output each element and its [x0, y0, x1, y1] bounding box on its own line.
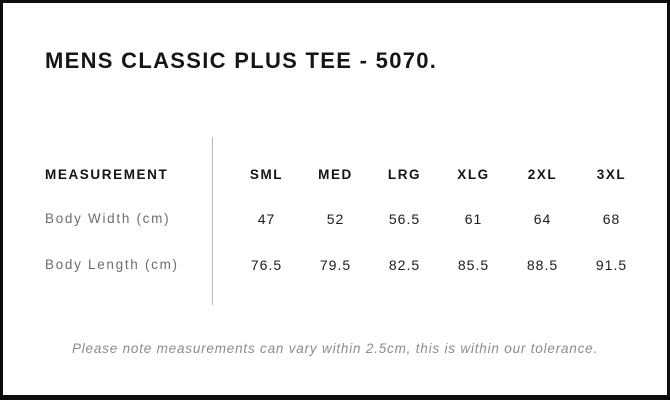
size-header-xlg: XLG: [457, 167, 490, 182]
size-header-med: MED: [318, 167, 353, 182]
row-label-body-width: Body Width (cm): [45, 211, 171, 226]
body-width-value-xlg: 61: [464, 211, 483, 227]
page-title: MENS CLASSIC PLUS TEE - 5070.: [45, 48, 438, 73]
size-header-sml: SML: [249, 167, 284, 182]
row-label-body-length: Body Length (cm): [45, 257, 179, 272]
size-header-lrg: LRG: [387, 167, 422, 182]
body-length-value-3xl: 91.5: [595, 257, 628, 273]
body-width-value-med: 52: [326, 211, 345, 227]
body-length-value-lrg: 82.5: [388, 257, 421, 273]
measurement-column-header: MEASUREMENT: [45, 167, 169, 182]
size-header-2xl: 2XL: [527, 167, 558, 182]
body-length-value-2xl: 88.5: [526, 257, 559, 273]
body-width-value-2xl: 64: [533, 211, 552, 227]
body-length-value-sml: 76.5: [250, 257, 283, 273]
body-length-value-med: 79.5: [319, 257, 352, 273]
body-width-value-3xl: 68: [602, 211, 621, 227]
tolerance-note: Please note measurements can vary within…: [71, 341, 599, 356]
body-width-value-sml: 47: [257, 211, 276, 227]
table-row-body-length: Body Length (cm) 76.5 79.5 82.5 85.5 88.…: [45, 257, 646, 273]
table-column-divider: [212, 137, 213, 305]
table-row-body-width: Body Width (cm) 47 52 56.5 61 64 68: [45, 211, 646, 227]
body-length-value-xlg: 85.5: [457, 257, 490, 273]
size-header-3xl: 3XL: [596, 167, 627, 182]
size-chart-header-row: MEASUREMENT SML MED LRG XLG 2XL 3XL: [45, 167, 646, 183]
body-width-value-lrg: 56.5: [388, 211, 421, 227]
